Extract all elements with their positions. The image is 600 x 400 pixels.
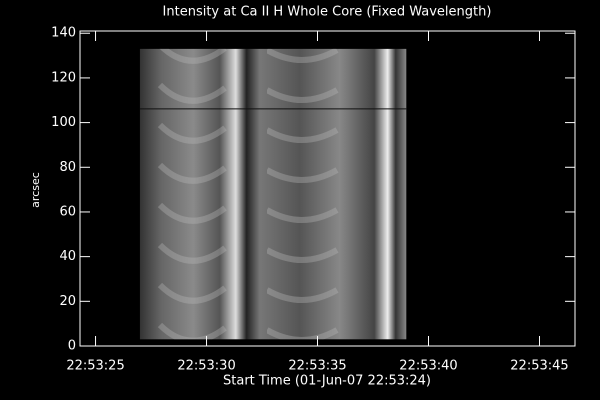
y-tick-label: 20 — [59, 294, 76, 309]
axes-frame — [79, 30, 576, 347]
x-tick-label: 22:53:35 — [288, 359, 346, 374]
y-tick-label: 100 — [51, 115, 76, 130]
chart-title: Intensity at Ca II H Whole Core (Fixed W… — [163, 5, 492, 20]
image-texture — [139, 48, 407, 340]
x-axis-label: Start Time (01-Jun-07 22:53:24) — [223, 374, 431, 389]
y-tick-label: 60 — [59, 204, 76, 219]
x-tick-label: 22:53:30 — [177, 359, 235, 374]
y-axis-label: arcsec — [29, 172, 42, 208]
plot-area: 22:53:25 22:53:30 22:53:35 22:53:40 22:53:45… — [51, 26, 576, 374]
x-tick-label: 22:53:45 — [510, 359, 568, 374]
y-tick-label: 80 — [59, 160, 76, 175]
y-tick-label: 140 — [51, 26, 76, 41]
x-tick-label: 22:53:25 — [66, 359, 124, 374]
y-tick-label: 40 — [59, 249, 76, 264]
x-tick-label: 22:53:40 — [399, 359, 457, 374]
y-tick-label: 120 — [51, 70, 76, 85]
y-tick-label: 0 — [68, 339, 76, 354]
